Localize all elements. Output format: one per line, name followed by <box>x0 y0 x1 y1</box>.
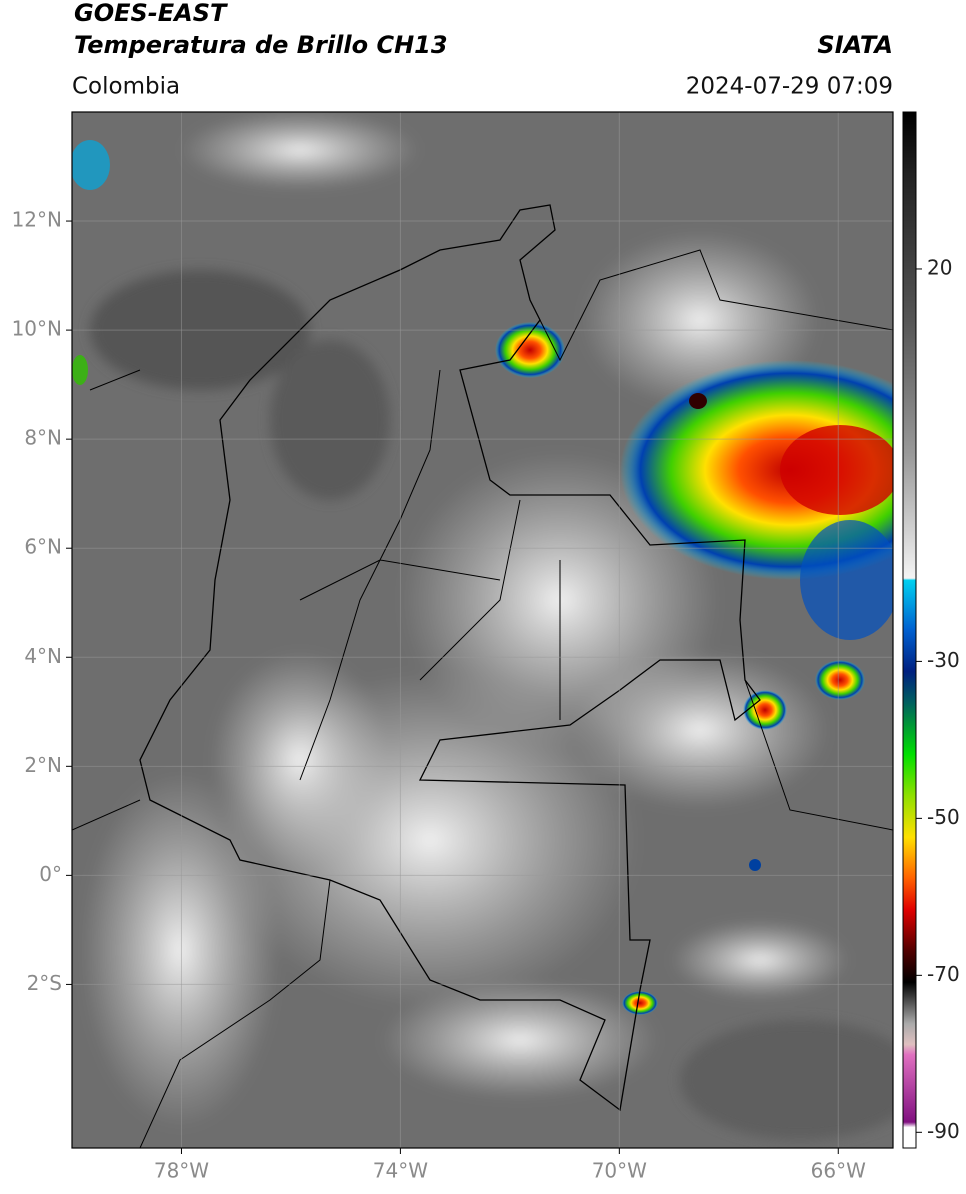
colorbar <box>902 111 917 1149</box>
colorbar-tick-label: -50 <box>927 805 960 829</box>
lat-tick-label: 6°N <box>24 535 62 559</box>
lon-tick-label: 78°W <box>154 1159 209 1183</box>
region: Colombia <box>72 74 180 100</box>
lat-tick-label: 2°N <box>24 753 62 777</box>
graticule <box>72 112 893 1148</box>
colorbar-tick-label: -90 <box>927 1119 960 1143</box>
product: Temperatura de Brillo CH13 <box>74 31 448 59</box>
lat-tick-label: 12°N <box>12 208 62 232</box>
lon-tick-label: 70°W <box>592 1159 647 1183</box>
datetime: 2024-07-29 07:09 <box>686 74 893 100</box>
lon-tick-label: 74°W <box>373 1159 428 1183</box>
lat-tick-label: 0° <box>39 862 62 886</box>
lat-tick-label: 10°N <box>12 317 62 341</box>
map-frame <box>71 111 894 1149</box>
lat-tick-label: 2°S <box>27 971 62 995</box>
satellite-image <box>72 112 893 1148</box>
lat-tick-label: 8°N <box>24 426 62 450</box>
lat-tick-label: 4°N <box>24 644 62 668</box>
colorbar-tick-label: -70 <box>927 962 960 986</box>
colorbar-tick-label: 20 <box>927 255 952 279</box>
satellite: GOES-EAST <box>74 0 228 27</box>
colorbar-tick-label: -30 <box>927 648 960 672</box>
source: SIATA <box>817 31 893 59</box>
lon-tick-label: 66°W <box>811 1159 866 1183</box>
